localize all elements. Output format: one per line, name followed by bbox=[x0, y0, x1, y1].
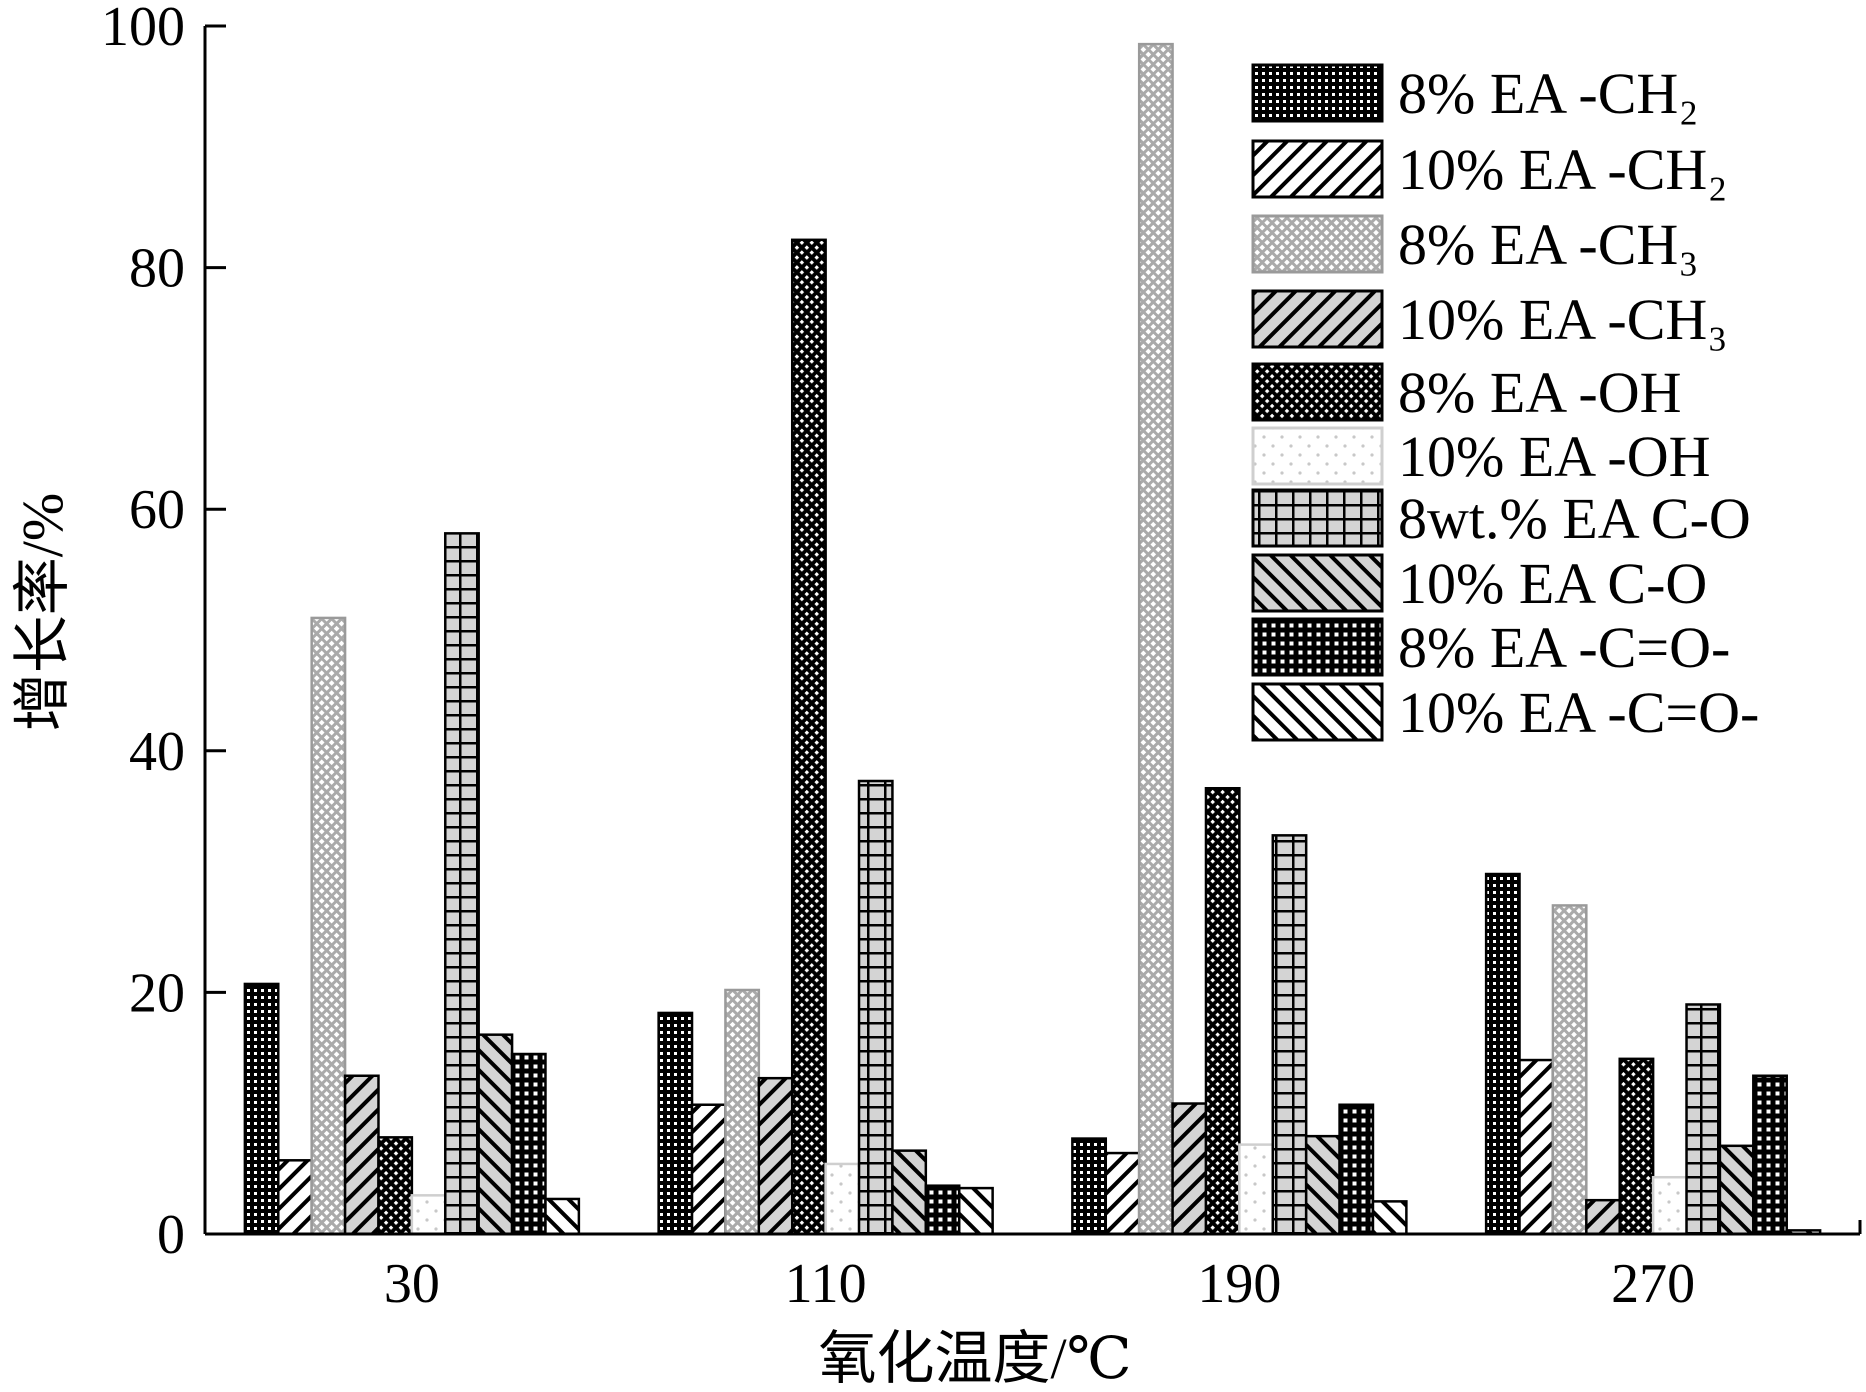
bar bbox=[1371, 1200, 1408, 1236]
y-tick-label: 60 bbox=[129, 479, 185, 541]
legend-item: 8% EA -OH bbox=[1251, 360, 1682, 425]
bar bbox=[510, 1052, 547, 1236]
bar bbox=[1338, 1103, 1375, 1236]
bar bbox=[1104, 1151, 1141, 1236]
bar bbox=[824, 1162, 861, 1236]
bar bbox=[243, 982, 280, 1236]
y-tick-label: 0 bbox=[157, 1204, 185, 1266]
y-tick-label: 20 bbox=[129, 962, 185, 1024]
bar bbox=[891, 1149, 928, 1236]
bar bbox=[544, 1197, 581, 1236]
y-ticks: 0 20 40 60 80 100 bbox=[101, 0, 226, 1266]
y-axis-title: 增长率/% bbox=[10, 493, 75, 731]
x-tick-label: 110 bbox=[785, 1253, 867, 1315]
legend-label: 10% EA -CH₂ bbox=[1398, 137, 1728, 202]
x-axis-title: 氧化温度/℃ bbox=[819, 1326, 1132, 1391]
bar bbox=[924, 1184, 961, 1236]
bar bbox=[477, 1033, 514, 1236]
legend-item: 10% EA -CH₃ bbox=[1251, 287, 1728, 352]
bar bbox=[790, 238, 827, 1236]
legend-swatch bbox=[1251, 139, 1384, 199]
legend-label: 8% EA -OH bbox=[1398, 360, 1682, 425]
bar bbox=[857, 779, 894, 1236]
legend-item: 10% EA -C=O- bbox=[1251, 680, 1759, 745]
bars bbox=[243, 42, 1822, 1236]
y-tick-label: 100 bbox=[101, 0, 185, 58]
legend-swatch bbox=[1251, 214, 1384, 274]
legend-label: 8% EA -CH₂ bbox=[1398, 61, 1699, 126]
bar bbox=[757, 1076, 794, 1236]
bar bbox=[1137, 42, 1174, 1236]
legend-item: 8% EA -C=O- bbox=[1251, 615, 1730, 680]
legend-item: 10% EA C-O bbox=[1251, 551, 1707, 616]
bar bbox=[1685, 1003, 1722, 1236]
bar bbox=[1518, 1058, 1555, 1236]
x-tick-label: 190 bbox=[1197, 1253, 1281, 1315]
legend-swatch bbox=[1251, 289, 1384, 349]
bar bbox=[1752, 1074, 1788, 1236]
x-tick-label: 270 bbox=[1611, 1253, 1695, 1315]
bar bbox=[1271, 834, 1308, 1236]
bar bbox=[1718, 1144, 1755, 1236]
legend-swatch bbox=[1251, 682, 1384, 742]
bar bbox=[1071, 1137, 1108, 1236]
bar bbox=[410, 1194, 447, 1236]
legend-label: 8% EA -C=O- bbox=[1398, 615, 1730, 680]
x-tick-labels: 30 110 190 270 bbox=[384, 1253, 1695, 1315]
bar bbox=[310, 616, 347, 1236]
legend-label: 10% EA -OH bbox=[1398, 424, 1711, 489]
legend-swatch bbox=[1251, 553, 1384, 613]
legend-item: 10% EA -CH₂ bbox=[1251, 137, 1728, 202]
legend-swatch bbox=[1251, 426, 1384, 486]
bar bbox=[277, 1159, 313, 1236]
legend-swatch bbox=[1251, 362, 1384, 422]
legend-swatch bbox=[1251, 488, 1384, 548]
legend-label: 10% EA -CH₃ bbox=[1398, 287, 1728, 352]
legend-label: 10% EA C-O bbox=[1398, 551, 1707, 616]
bar bbox=[1651, 1175, 1688, 1236]
legend-item: 8wt.% EA C-O bbox=[1251, 486, 1751, 551]
bar bbox=[1171, 1102, 1208, 1236]
bar bbox=[1618, 1057, 1655, 1236]
bar bbox=[690, 1103, 727, 1236]
bar bbox=[1551, 904, 1588, 1236]
legend-label: 8% EA -CH₃ bbox=[1398, 212, 1699, 277]
bar bbox=[1484, 872, 1521, 1236]
legend-item: 8% EA -CH₂ bbox=[1251, 61, 1699, 126]
bar bbox=[343, 1074, 380, 1236]
x-tick-label: 30 bbox=[384, 1253, 440, 1315]
y-tick-label: 80 bbox=[129, 238, 185, 300]
legend-label: 10% EA -C=O- bbox=[1398, 680, 1759, 745]
bar bbox=[377, 1136, 414, 1236]
legend-swatch bbox=[1251, 617, 1384, 677]
bar bbox=[724, 988, 761, 1236]
legend-item: 10% EA -OH bbox=[1251, 424, 1711, 489]
bar bbox=[444, 532, 480, 1236]
bar bbox=[1238, 1143, 1275, 1236]
y-tick-label: 40 bbox=[129, 721, 185, 783]
bar bbox=[657, 1011, 694, 1236]
bar bbox=[1585, 1198, 1621, 1236]
legend-item: 8% EA -CH₃ bbox=[1251, 212, 1699, 277]
legend: 8% EA -CH₂ 10% EA -CH₂ 8% EA -CH₃ 10% EA -C… bbox=[1251, 61, 1759, 745]
bar bbox=[957, 1186, 994, 1236]
legend-label: 8wt.% EA C-O bbox=[1398, 486, 1751, 551]
bar bbox=[1304, 1134, 1341, 1236]
legend-swatch bbox=[1251, 63, 1384, 123]
bar bbox=[1204, 786, 1241, 1236]
